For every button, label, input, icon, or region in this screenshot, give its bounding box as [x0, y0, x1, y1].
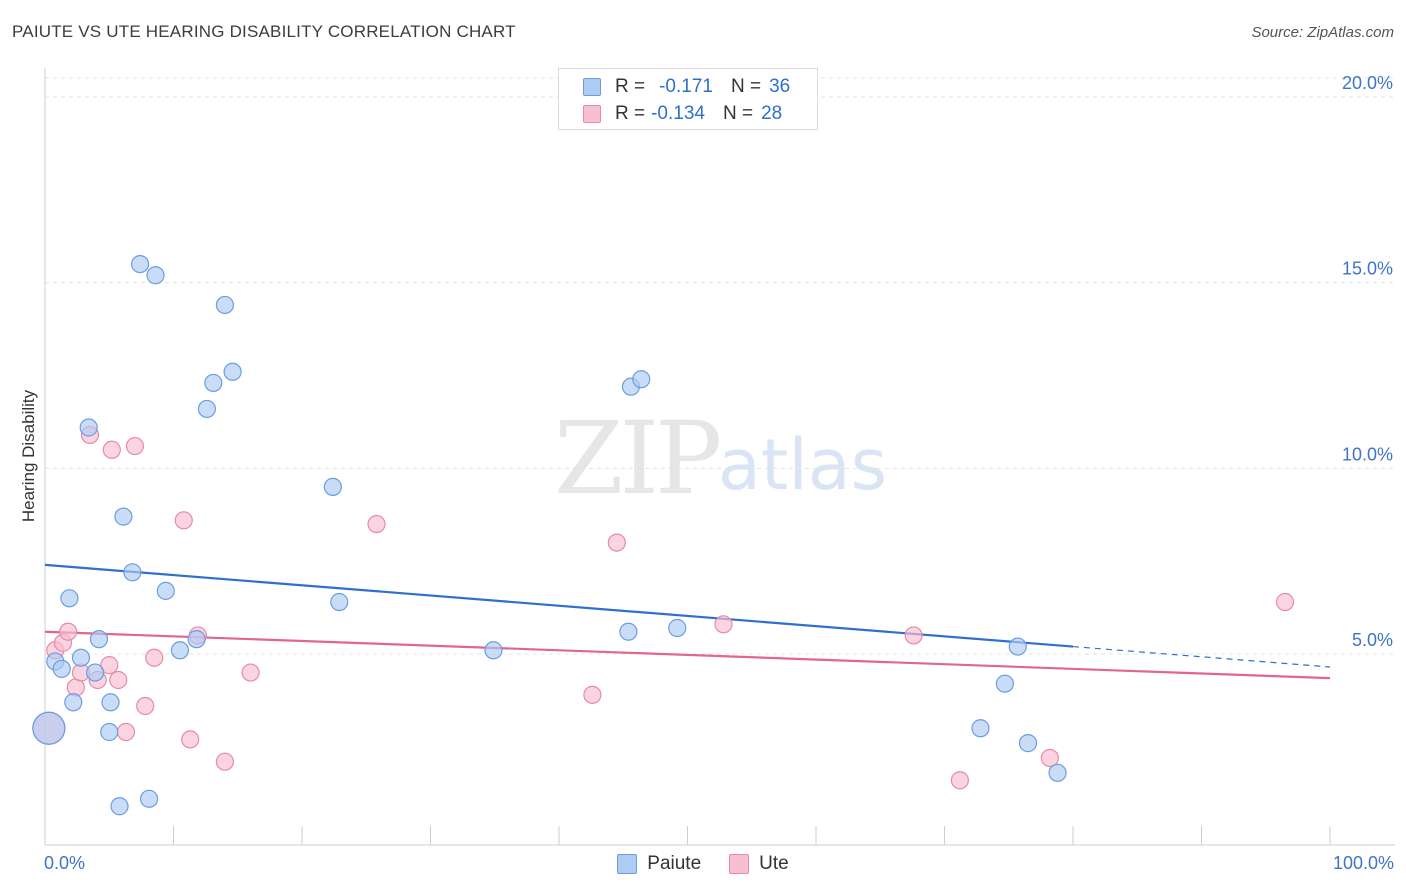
legend-label-paiute: Paiute: [647, 853, 702, 874]
legend-n-value: 28: [761, 103, 783, 124]
grid-lines: [45, 77, 1395, 655]
legend-swatch-ute: [729, 854, 750, 874]
chart-title: PAIUTE VS UTE HEARING DISABILITY CORRELA…: [12, 22, 516, 41]
legend-r-label: R =: [615, 76, 646, 97]
point-ute: [181, 730, 200, 749]
trend-line-paiute: [44, 563, 1074, 648]
point-paiute: [323, 477, 342, 496]
point-paiute: [215, 295, 234, 315]
y-tick-label: 5.0%: [1352, 630, 1393, 650]
point-ute: [367, 514, 386, 534]
point-ute: [100, 656, 119, 675]
point-ute: [145, 648, 164, 667]
point-ute: [583, 685, 602, 704]
point-paiute: [995, 674, 1014, 693]
point-paiute: [101, 693, 120, 712]
point-paiute: [86, 663, 105, 682]
point-paiute: [110, 797, 129, 816]
watermark-atlas: atlas: [718, 424, 888, 506]
point-paiute: [330, 592, 349, 612]
x-tick-label: 0.0%: [44, 853, 85, 873]
point-paiute: [484, 641, 503, 660]
point-ute: [102, 440, 121, 459]
point-paiute: [71, 648, 91, 667]
point-paiute: [79, 418, 98, 437]
point-paiute: [1048, 763, 1067, 782]
point-paiute: [32, 711, 66, 745]
point-paiute: [64, 693, 83, 712]
point-ute: [59, 622, 78, 641]
legend-swatch-ute: [583, 105, 601, 123]
y-tick-label: 20.0%: [1342, 73, 1393, 93]
point-paiute: [1018, 734, 1038, 753]
x-tick-label: 100.0%: [1333, 853, 1394, 873]
tick-labels: 5.0% 10.0% 15.0% 20.0% 0.0% 100.0% Hearing Dis…: [19, 73, 1394, 873]
legend-row-ute: R = -0.134 N = 28: [583, 102, 782, 126]
trend-line-ute: [44, 630, 1331, 680]
axes: [44, 68, 1395, 846]
point-paiute: [52, 659, 71, 678]
point-ute: [1040, 748, 1059, 768]
point-paiute: [197, 399, 217, 419]
legend-r-label: R =: [615, 103, 646, 124]
legend-n-label: N =: [730, 76, 762, 97]
point-ute: [241, 663, 260, 682]
point-paiute: [139, 789, 159, 808]
legend-swatch-paiute: [617, 854, 638, 874]
point-ute: [109, 670, 128, 690]
point-paiute: [632, 370, 651, 389]
point-paiute: [114, 507, 133, 526]
y-tick-label: 10.0%: [1342, 444, 1393, 464]
watermark-zip: ZIP: [554, 400, 722, 517]
trend-lines: [44, 563, 1331, 680]
legend-item-ute[interactable]: Ute: [729, 853, 789, 875]
point-ute: [607, 533, 626, 552]
point-ute: [136, 696, 155, 716]
point-paiute: [668, 618, 687, 638]
point-paiute: [89, 630, 109, 649]
point-ute: [174, 511, 193, 530]
point-paiute: [187, 630, 206, 649]
point-paiute: [130, 255, 150, 274]
point-ute: [714, 615, 733, 634]
point-paiute: [123, 563, 142, 582]
point-ute: [215, 752, 234, 771]
point-paiute: [971, 719, 990, 738]
point-paiute: [170, 641, 190, 660]
legend-row-paiute: R = -0.171 N = 36: [583, 75, 790, 99]
point-paiute: [223, 362, 242, 381]
point-paiute: [146, 266, 165, 285]
correlation-legend: R = -0.171 N = 36 R = -0.134 N = 28: [558, 68, 818, 130]
data-points: [32, 255, 1295, 816]
point-ute: [950, 771, 970, 790]
trend-extension-paiute: [1072, 645, 1331, 668]
legend-n-label: N =: [722, 103, 754, 124]
point-paiute: [156, 581, 175, 600]
point-paiute: [204, 373, 223, 393]
legend-item-paiute[interactable]: Paiute: [617, 853, 701, 875]
legend-r-value: -0.134: [651, 103, 705, 124]
legend-swatch-paiute: [583, 78, 601, 96]
source-label: Source: ZipAtlas.com: [1251, 24, 1394, 41]
legend-r-value: -0.171: [659, 76, 713, 97]
point-ute: [125, 436, 145, 456]
point-ute: [904, 626, 923, 645]
point-paiute: [1008, 637, 1027, 656]
point-paiute: [100, 722, 119, 742]
series-legend: Paiute Ute: [0, 852, 1406, 876]
point-paiute: [60, 589, 79, 608]
point-ute: [1275, 592, 1295, 612]
legend-label-ute: Ute: [759, 853, 789, 874]
point-ute: [116, 722, 136, 742]
point-paiute: [619, 622, 638, 641]
y-axis-title: Hearing Disability: [19, 389, 38, 522]
y-tick-label: 15.0%: [1342, 259, 1393, 279]
legend-n-value: 36: [769, 76, 791, 97]
